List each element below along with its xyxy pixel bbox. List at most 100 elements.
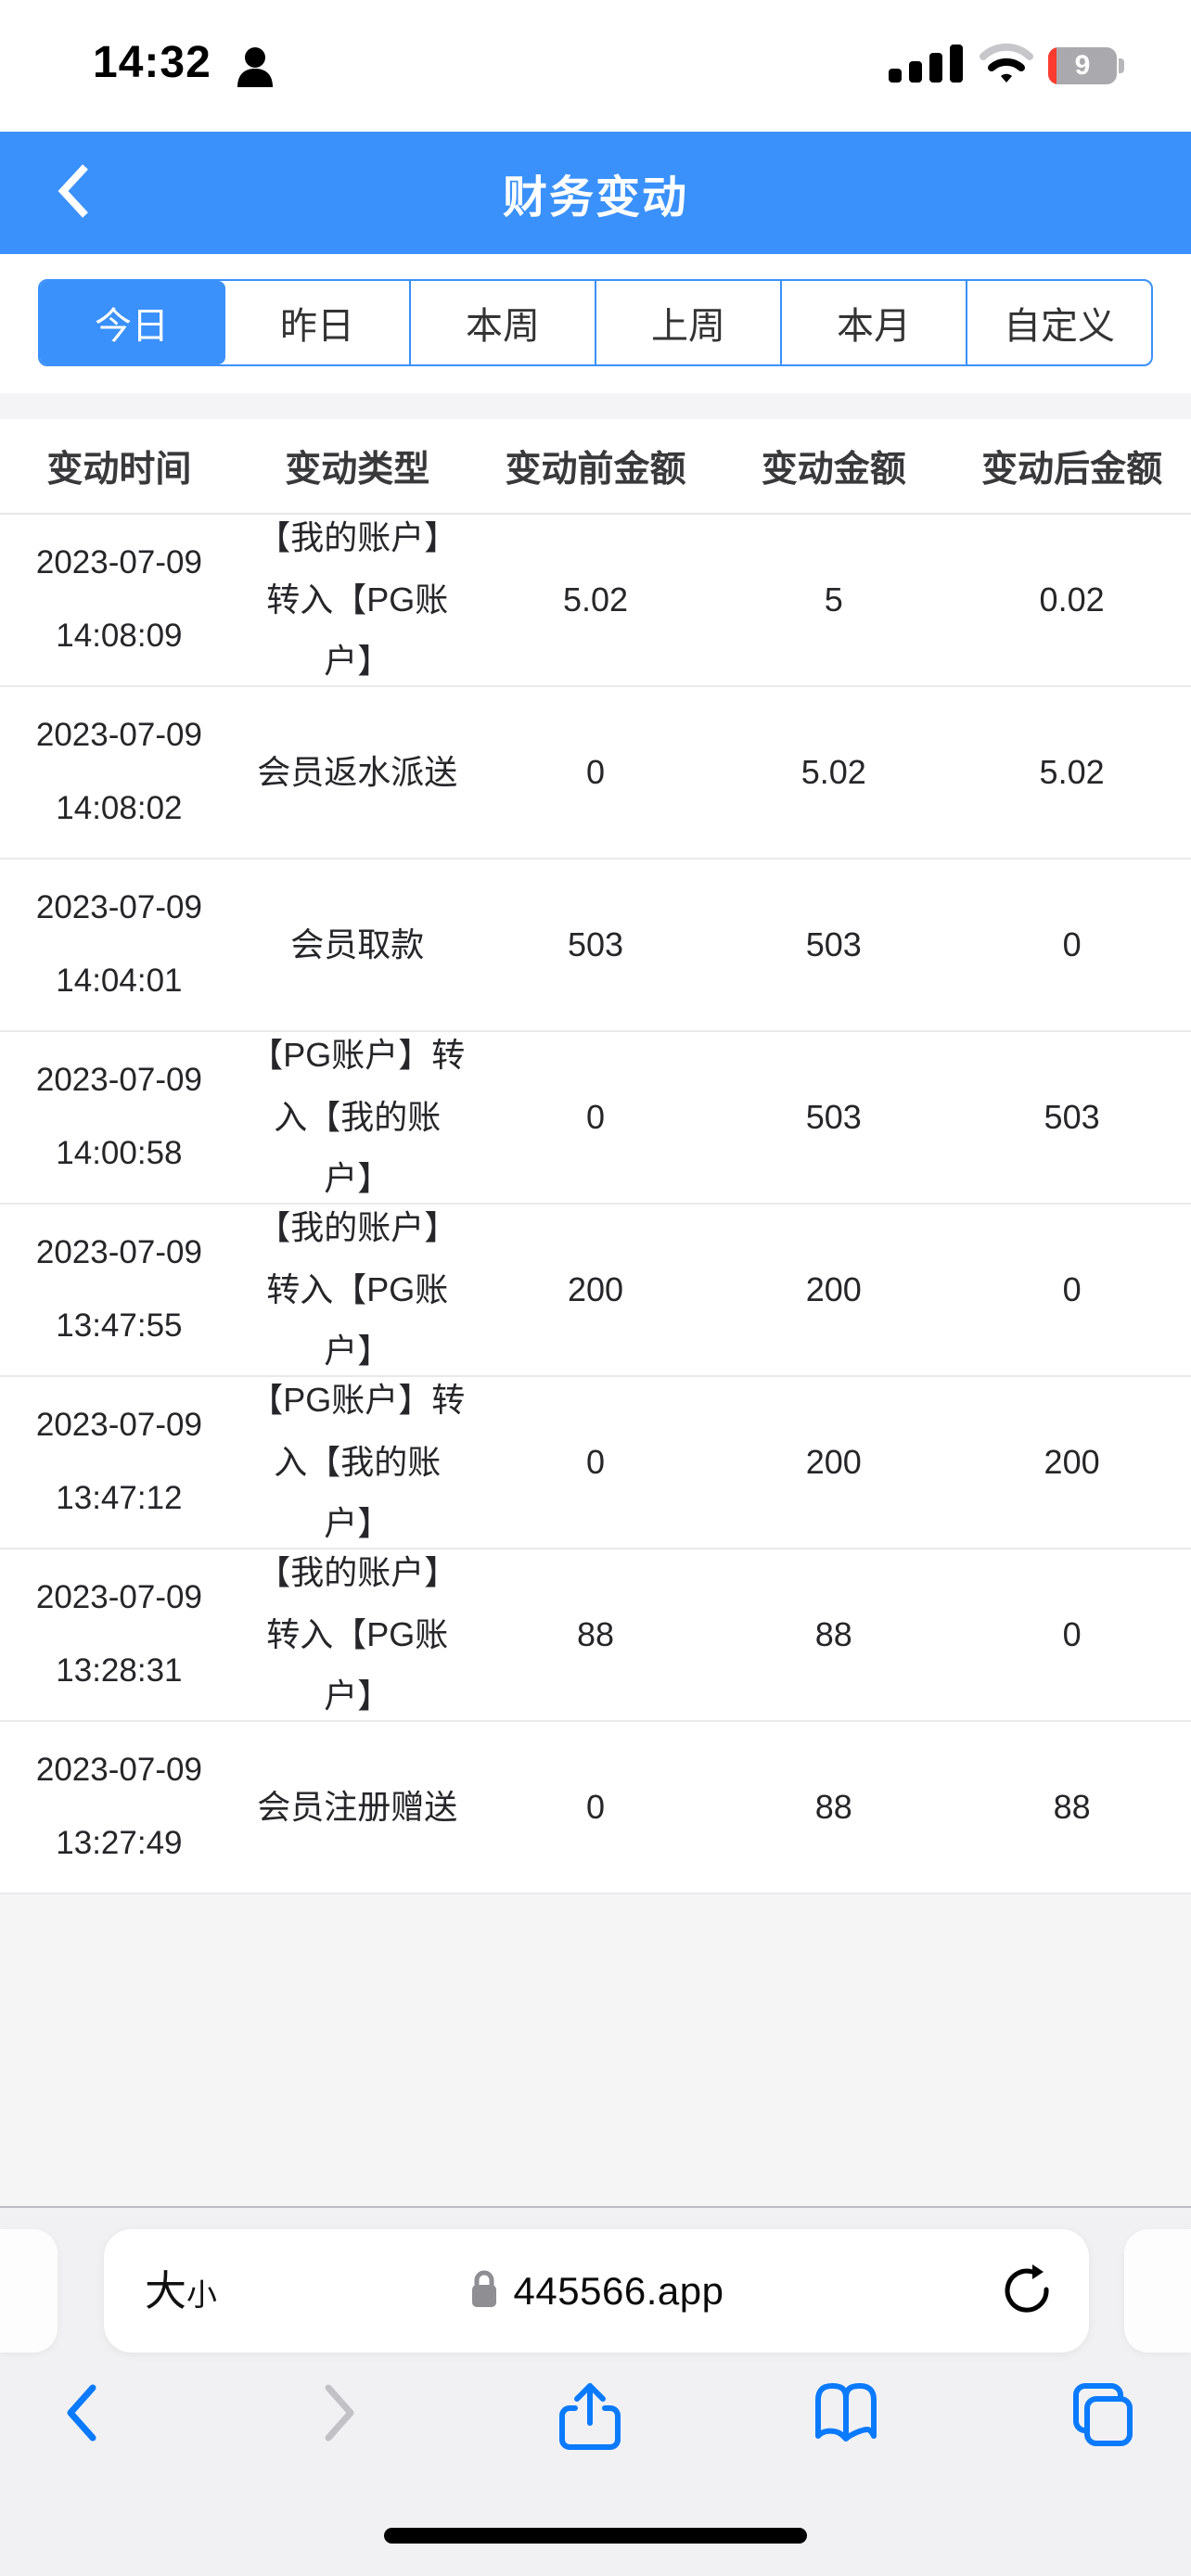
cell-amount: 88 <box>814 1615 852 1653</box>
cell-time: 2023-07-09 13:47:55 <box>35 1234 202 1344</box>
reload-icon <box>1005 2264 1049 2313</box>
text-size-button[interactable]: 大小 <box>145 2267 218 2315</box>
page-empty-area <box>0 1894 1191 2206</box>
cell-amount: 5 <box>824 580 843 618</box>
table-row: 2023-07-09 14:08:02 会员返水派送 0 5.02 5.02 <box>0 687 1191 860</box>
cell-after: 0 <box>1062 1615 1082 1653</box>
home-indicator[interactable] <box>384 2528 807 2544</box>
battery-percent: 9 <box>1074 49 1091 81</box>
cell-after: 503 <box>1044 1098 1100 1136</box>
cell-after: 88 <box>1053 1788 1091 1826</box>
table-row: 2023-07-09 14:04:01 会员取款 503 503 0 <box>0 860 1191 1032</box>
cell-amount: 88 <box>814 1788 852 1826</box>
tab-yesterday[interactable]: 昨日 <box>225 281 411 364</box>
cell-after: 0.02 <box>1039 580 1105 618</box>
tab-last-week[interactable]: 上周 <box>596 281 782 364</box>
reload-button[interactable] <box>998 2261 1057 2320</box>
table-row: 2023-07-09 13:28:31 【我的账户】 转入【PG账 户】 88 … <box>0 1549 1191 1722</box>
url-display: 445566.app <box>104 2229 1089 2353</box>
tabs-button[interactable] <box>1054 2382 1143 2471</box>
cell-after: 200 <box>1044 1443 1100 1481</box>
tab-custom[interactable]: 自定义 <box>1004 306 1115 347</box>
safari-forward-button[interactable] <box>295 2382 384 2471</box>
back-button[interactable] <box>37 152 111 234</box>
cellular-signal-icon <box>889 43 965 88</box>
share-button[interactable] <box>545 2382 634 2471</box>
cell-amount: 200 <box>805 1270 862 1308</box>
cell-before: 88 <box>576 1615 615 1653</box>
cell-time: 2023-07-09 14:00:58 <box>35 1062 202 1171</box>
cell-before: 5.02 <box>562 580 629 618</box>
safari-back-button[interactable] <box>37 2382 126 2471</box>
cell-after: 0 <box>1062 1270 1082 1308</box>
status-bar: 14:32 <box>0 0 1191 132</box>
page-title: 财务变动 <box>502 173 688 223</box>
next-tab-peek[interactable] <box>1124 2229 1191 2353</box>
cell-before: 0 <box>585 753 605 791</box>
status-time: 14:32 <box>93 38 211 87</box>
date-range-tabs: 今日 昨日 本周 上周 本月 自定义 <box>38 279 1153 366</box>
cell-time: 2023-07-09 14:08:02 <box>35 717 202 826</box>
table-row: 2023-07-09 14:00:58 【PG账户】转 入【我的账 户】 0 5… <box>0 1032 1191 1205</box>
share-icon <box>559 2383 621 2450</box>
cell-type: 会员取款 <box>290 925 425 963</box>
tab-today[interactable]: 今日 <box>40 281 225 364</box>
table-row: 2023-07-09 13:47:12 【PG账户】转 入【我的账 户】 0 2… <box>0 1377 1191 1549</box>
bookmarks-icon <box>815 2383 877 2442</box>
status-icons: 9 <box>889 43 1124 88</box>
cell-type: 【PG账户】转 入【我的账 户】 <box>250 1381 466 1543</box>
cell-before: 503 <box>567 925 624 963</box>
header-change-amount: 变动金额 <box>761 449 906 490</box>
cell-type: 【我的账户】 转入【PG账 户】 <box>257 518 458 681</box>
back-chevron-icon <box>58 162 91 224</box>
cell-time: 2023-07-09 13:28:31 <box>35 1579 202 1689</box>
person-icon <box>236 46 275 92</box>
cell-before: 200 <box>567 1270 624 1308</box>
cell-amount: 503 <box>805 1098 862 1136</box>
header-change-time: 变动时间 <box>46 449 192 490</box>
cell-after: 0 <box>1062 925 1082 963</box>
lock-icon <box>469 2268 499 2314</box>
table-row: 2023-07-09 14:08:09 【我的账户】 转入【PG账 户】 5.0… <box>0 515 1191 687</box>
battery-fill <box>1048 46 1057 84</box>
back-chevron-icon <box>67 2384 96 2442</box>
battery-cap <box>1119 57 1124 73</box>
cell-amount: 5.02 <box>800 753 866 791</box>
tab-this-week[interactable]: 本周 <box>411 281 596 364</box>
cell-type: 会员注册赠送 <box>257 1787 458 1826</box>
cell-type: 会员返水派送 <box>257 752 458 791</box>
separator-band <box>0 393 1191 419</box>
cell-time: 2023-07-09 14:08:09 <box>35 544 202 654</box>
cell-type: 【我的账户】 转入【PG账 户】 <box>257 1208 458 1371</box>
tabs-icon <box>1073 2383 1133 2446</box>
header-before-amount: 变动前金额 <box>505 449 686 490</box>
table-row: 2023-07-09 13:47:55 【我的账户】 转入【PG账 户】 200… <box>0 1205 1191 1377</box>
bookmarks-button[interactable] <box>801 2382 890 2471</box>
table-row: 2023-07-09 13:27:49 会员注册赠送 0 88 88 <box>0 1722 1191 1894</box>
cell-amount: 200 <box>805 1443 862 1481</box>
cell-after: 5.02 <box>1039 753 1105 791</box>
forward-chevron-icon <box>325 2384 354 2442</box>
cell-time: 2023-07-09 13:27:49 <box>35 1752 202 1861</box>
header-change-type: 变动类型 <box>285 449 430 490</box>
url-text: 445566.app <box>513 2268 724 2313</box>
safari-toolbar: 大小 445566.app <box>0 2206 1191 2576</box>
cell-before: 0 <box>585 1098 605 1136</box>
tab-this-month[interactable]: 本月 <box>782 281 967 364</box>
cell-amount: 503 <box>805 925 862 963</box>
cell-type: 【PG账户】转 入【我的账 户】 <box>250 1036 466 1198</box>
header-after-amount: 变动后金额 <box>981 449 1163 490</box>
cell-type: 【我的账户】 转入【PG账 户】 <box>257 1553 458 1715</box>
transactions-table: 变动时间 变动类型 变动前金额 变动金额 变动后金额 2023-07-09 14… <box>0 419 1191 1894</box>
nav-bar: 财务变动 <box>0 132 1191 254</box>
address-bar[interactable]: 大小 445566.app <box>104 2229 1089 2353</box>
cell-time: 2023-07-09 13:47:12 <box>35 1407 202 1516</box>
cell-before: 0 <box>585 1788 605 1826</box>
previous-tab-peek[interactable] <box>0 2229 58 2353</box>
cell-time: 2023-07-09 14:04:01 <box>35 889 202 999</box>
table-header-row: 变动时间 变动类型 变动前金额 变动金额 变动后金额 <box>0 419 1191 515</box>
wifi-icon <box>980 43 1033 88</box>
battery-indicator: 9 <box>1048 46 1124 84</box>
cell-before: 0 <box>585 1443 605 1481</box>
